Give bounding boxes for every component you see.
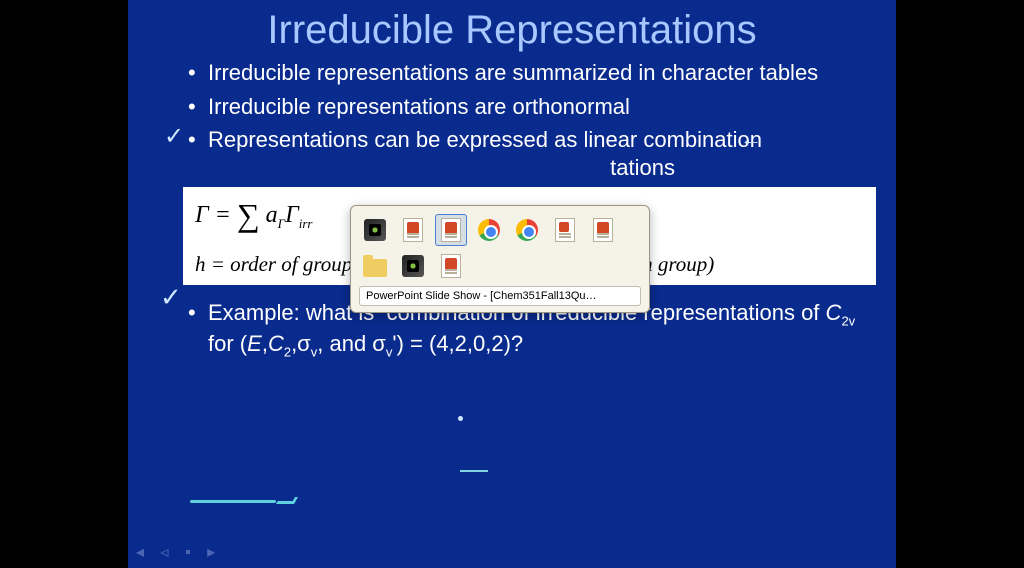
bullet-list: • Irreducible representations are summar… [128,53,896,181]
bullet-text: Irreducible representations are orthonor… [208,93,866,121]
nvidia-icon [364,219,386,241]
powerpoint-icon [441,218,461,242]
bullet-item: • Irreducible representations are summar… [188,59,866,87]
powerpoint-icon [403,218,423,242]
bullet-dot: • [188,93,208,121]
task-thumb-powerpoint-selected[interactable] [435,214,467,246]
chrome-icon [516,219,538,241]
task-thumb-chrome[interactable] [473,214,505,246]
annotation-dot [458,416,463,421]
bullet-dot: • [188,59,208,87]
task-thumb-chrome[interactable] [511,214,543,246]
task-switcher-row [359,214,641,246]
task-thumb-powerpoint[interactable] [435,250,467,282]
annotation-checkmark: ✓ [164,122,184,151]
nvidia-icon [402,255,424,277]
annotation-checkmark: ✓ [160,282,182,313]
task-switcher-row [359,250,641,282]
annotation-underline [190,500,276,503]
task-thumb-nvidia[interactable] [359,214,391,246]
task-switcher[interactable]: PowerPoint Slide Show - [Chem351Fall13Qu… [350,205,650,313]
task-thumb-powerpoint[interactable] [549,214,581,246]
bullet-item: • Irreducible representations are orthon… [188,93,866,121]
bullet-dot: • [188,299,208,360]
chrome-icon [478,219,500,241]
bullet-text-part: tations [610,155,675,180]
task-thumb-powerpoint[interactable] [587,214,619,246]
annotation-underline [460,470,488,472]
bullet-text: Representations can be expressed as line… [208,126,866,181]
folder-icon [363,259,387,277]
bullet-text: Irreducible representations are summariz… [208,59,866,87]
task-thumb-powerpoint[interactable] [397,214,429,246]
powerpoint-icon [593,218,613,242]
bullet-dot: • [188,126,208,181]
slideshow-nav-controls[interactable]: ◂ ◃ ▪ ▸ [136,542,221,562]
powerpoint-icon [441,254,461,278]
task-switcher-caption: PowerPoint Slide Show - [Chem351Fall13Qu… [359,286,641,306]
slide-title: Irreducible Representations [128,0,896,53]
annotation-underline [276,497,298,504]
task-thumb-folder[interactable] [359,250,391,282]
bullet-item: • Representations can be expressed as li… [188,126,866,181]
bullet-text-part: Representations can be expressed as line… [208,127,762,152]
powerpoint-icon [555,218,575,242]
task-thumb-nvidia[interactable] [397,250,429,282]
annotation-arrow-left: ← [740,126,762,152]
